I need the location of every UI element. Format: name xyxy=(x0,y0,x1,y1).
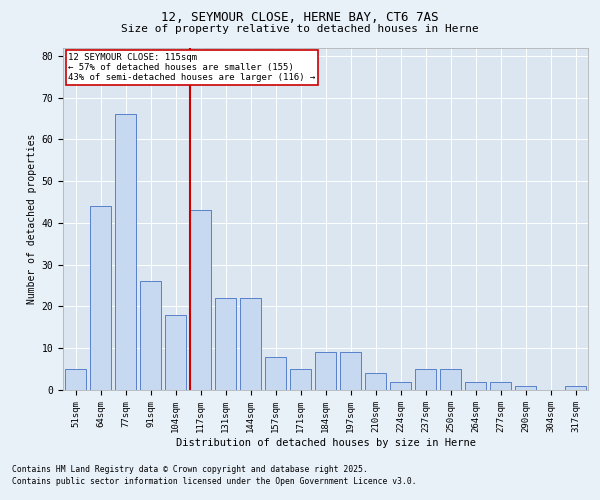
Bar xyxy=(415,369,436,390)
Bar xyxy=(115,114,136,390)
Bar xyxy=(365,374,386,390)
Bar xyxy=(265,356,286,390)
Text: Contains HM Land Registry data © Crown copyright and database right 2025.: Contains HM Land Registry data © Crown c… xyxy=(12,466,368,474)
Bar xyxy=(190,210,211,390)
Text: Contains public sector information licensed under the Open Government Licence v3: Contains public sector information licen… xyxy=(12,476,416,486)
Text: 12 SEYMOUR CLOSE: 115sqm
← 57% of detached houses are smaller (155)
43% of semi-: 12 SEYMOUR CLOSE: 115sqm ← 57% of detach… xyxy=(68,52,316,82)
Bar xyxy=(215,298,236,390)
Bar xyxy=(565,386,586,390)
Text: 12, SEYMOUR CLOSE, HERNE BAY, CT6 7AS: 12, SEYMOUR CLOSE, HERNE BAY, CT6 7AS xyxy=(161,11,439,24)
Bar xyxy=(315,352,336,390)
Bar xyxy=(65,369,86,390)
Bar xyxy=(390,382,411,390)
Text: Size of property relative to detached houses in Herne: Size of property relative to detached ho… xyxy=(121,24,479,34)
Bar xyxy=(290,369,311,390)
X-axis label: Distribution of detached houses by size in Herne: Distribution of detached houses by size … xyxy=(176,438,476,448)
Bar xyxy=(515,386,536,390)
Bar xyxy=(140,282,161,390)
Bar xyxy=(440,369,461,390)
Bar xyxy=(490,382,511,390)
Bar xyxy=(340,352,361,390)
Bar xyxy=(240,298,261,390)
Bar xyxy=(90,206,111,390)
Y-axis label: Number of detached properties: Number of detached properties xyxy=(28,134,37,304)
Bar xyxy=(465,382,486,390)
Bar xyxy=(165,315,186,390)
